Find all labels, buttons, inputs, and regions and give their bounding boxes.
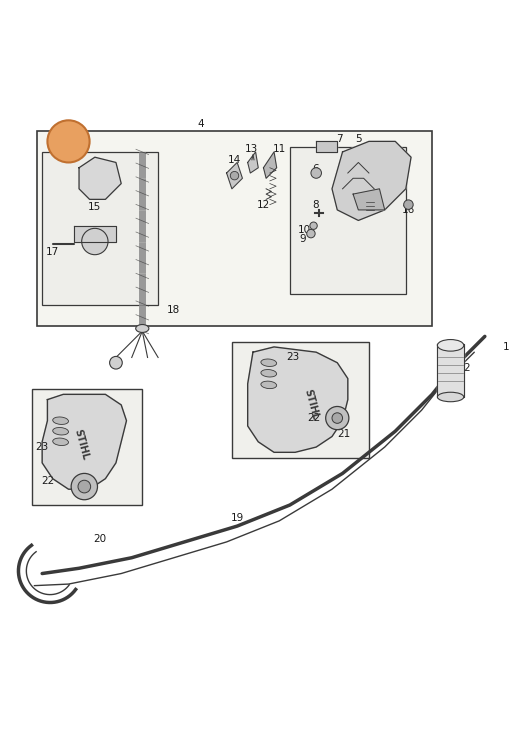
Text: 22: 22: [307, 413, 320, 423]
Polygon shape: [437, 344, 464, 397]
Circle shape: [326, 406, 349, 430]
Text: 11: 11: [272, 144, 286, 155]
Polygon shape: [316, 141, 337, 152]
Circle shape: [307, 230, 315, 238]
Ellipse shape: [261, 369, 277, 377]
Text: STIHL: STIHL: [302, 389, 320, 422]
Text: 12: 12: [257, 199, 270, 210]
Text: 14: 14: [228, 155, 241, 165]
Polygon shape: [248, 347, 348, 453]
Ellipse shape: [437, 339, 464, 351]
FancyBboxPatch shape: [37, 131, 432, 326]
FancyBboxPatch shape: [42, 152, 158, 305]
Polygon shape: [79, 158, 121, 199]
Text: 2: 2: [463, 363, 470, 373]
Text: STIHL: STIHL: [73, 428, 91, 461]
Circle shape: [404, 200, 413, 209]
Polygon shape: [353, 189, 385, 210]
Text: 17: 17: [46, 247, 60, 257]
Text: 15: 15: [88, 202, 102, 212]
Text: 23: 23: [286, 353, 299, 362]
Ellipse shape: [437, 392, 464, 402]
Text: 20: 20: [94, 534, 106, 545]
Text: 3: 3: [64, 135, 73, 148]
Text: 18: 18: [167, 305, 181, 315]
Text: 1: 1: [503, 342, 509, 352]
Polygon shape: [264, 152, 277, 178]
Text: 5: 5: [355, 134, 362, 144]
Text: 7: 7: [337, 134, 343, 144]
Circle shape: [332, 413, 343, 423]
Text: 16: 16: [402, 205, 415, 215]
Text: 9: 9: [300, 234, 306, 244]
Polygon shape: [74, 226, 116, 241]
Ellipse shape: [261, 381, 277, 389]
Circle shape: [311, 168, 321, 178]
Ellipse shape: [53, 438, 69, 445]
Text: 23: 23: [35, 442, 49, 452]
Text: 6: 6: [312, 164, 318, 174]
Polygon shape: [42, 394, 126, 489]
Polygon shape: [332, 141, 411, 221]
Text: 4: 4: [197, 119, 203, 129]
Text: 10: 10: [298, 225, 311, 235]
FancyBboxPatch shape: [32, 389, 142, 505]
Text: 13: 13: [245, 144, 259, 155]
Circle shape: [82, 228, 108, 255]
Text: 22: 22: [41, 476, 54, 486]
FancyBboxPatch shape: [290, 146, 406, 294]
Polygon shape: [227, 163, 242, 189]
Circle shape: [47, 120, 90, 163]
Circle shape: [230, 171, 239, 180]
Circle shape: [110, 356, 122, 369]
Circle shape: [310, 222, 317, 230]
Ellipse shape: [53, 417, 69, 425]
Circle shape: [71, 473, 97, 500]
FancyBboxPatch shape: [232, 342, 369, 458]
Ellipse shape: [53, 428, 69, 435]
Ellipse shape: [136, 325, 149, 333]
Text: 19: 19: [230, 513, 244, 523]
Text: 21: 21: [337, 429, 351, 439]
Polygon shape: [248, 152, 258, 173]
Text: 8: 8: [312, 199, 318, 210]
Circle shape: [78, 481, 91, 493]
Ellipse shape: [261, 359, 277, 367]
